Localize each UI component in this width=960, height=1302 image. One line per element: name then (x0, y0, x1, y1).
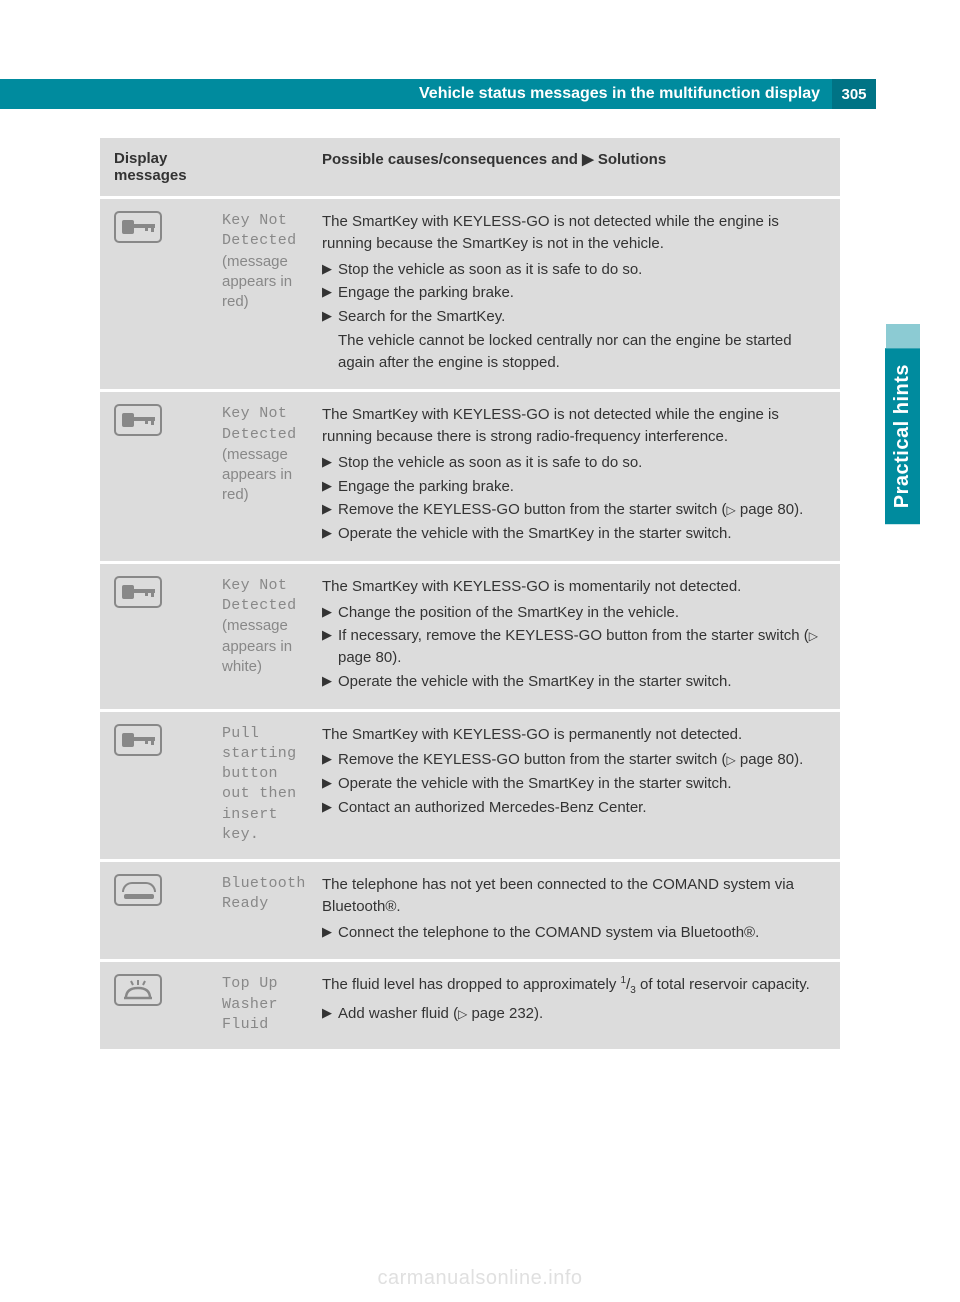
bullet-icon: ▶ (322, 499, 338, 521)
messages-table: Display messages Possible causes/consequ… (100, 138, 840, 1049)
display-message: Bluetooth Ready (222, 874, 322, 915)
solution-cell: The SmartKey with KEYLESS-GO is permanen… (322, 724, 826, 821)
bullet-icon: ▶ (322, 602, 338, 624)
bullet-icon: ▶ (322, 773, 338, 795)
bullet-icon: ▶ (322, 282, 338, 304)
washer-icon (114, 974, 162, 1006)
phone-icon (114, 874, 162, 906)
th-display-messages: Display messages (114, 150, 222, 184)
solution-cell: The SmartKey with KEYLESS-GO is not dete… (322, 211, 826, 375)
table-row: Key Not Detected(message appears in red)… (100, 199, 840, 392)
bullet-icon: ▶ (322, 671, 338, 693)
bullet-icon: ▶ (322, 922, 338, 944)
header-title: Vehicle status messages in the multifunc… (419, 85, 820, 103)
bullet-icon: ▶ (322, 523, 338, 545)
solution-cell: The telephone has not yet been connected… (322, 874, 826, 945)
bullet-icon: ▶ (322, 452, 338, 474)
solution-cell: The fluid level has dropped to approxima… (322, 974, 826, 1026)
key-icon (114, 404, 162, 436)
bullet-icon: ▶ (322, 797, 338, 819)
side-tab: Practical hints (885, 348, 920, 524)
page-header: Vehicle status messages in the multifunc… (0, 79, 876, 109)
display-message: Key Not Detected(message appears in red) (222, 404, 322, 505)
bullet-icon: ▶ (322, 1003, 338, 1025)
table-row: Top Up Washer FluidThe fluid level has d… (100, 962, 840, 1049)
bullet-icon: ▶ (322, 476, 338, 498)
display-message: Top Up Washer Fluid (222, 974, 322, 1035)
bullet-icon: ▶ (322, 625, 338, 669)
table-row: Key Not Detected(message appears in whit… (100, 564, 840, 712)
key-icon (114, 211, 162, 243)
key-icon (114, 724, 162, 756)
solution-cell: The SmartKey with KEYLESS-GO is not dete… (322, 404, 826, 547)
table-header-row: Display messages Possible causes/consequ… (100, 138, 840, 199)
bullet-icon: ▶ (322, 749, 338, 771)
display-message: Pull starting button out then insert key… (222, 724, 322, 846)
table-row: Pull starting button out then insert key… (100, 712, 840, 863)
page-number: 305 (832, 79, 876, 109)
bullet-icon: ▶ (322, 306, 338, 328)
table-row: Key Not Detected(message appears in red)… (100, 392, 840, 564)
display-message: Key Not Detected(message appears in whit… (222, 576, 322, 677)
side-tab-nub (886, 324, 920, 348)
table-row: Bluetooth ReadyThe telephone has not yet… (100, 862, 840, 962)
watermark: carmanualsonline.info (377, 1267, 582, 1290)
key-icon (114, 576, 162, 608)
th-solutions: Possible causes/consequences and ▶ Solut… (322, 150, 826, 184)
bullet-icon: ▶ (322, 259, 338, 281)
solution-cell: The SmartKey with KEYLESS-GO is momentar… (322, 576, 826, 695)
display-message: Key Not Detected(message appears in red) (222, 211, 322, 312)
